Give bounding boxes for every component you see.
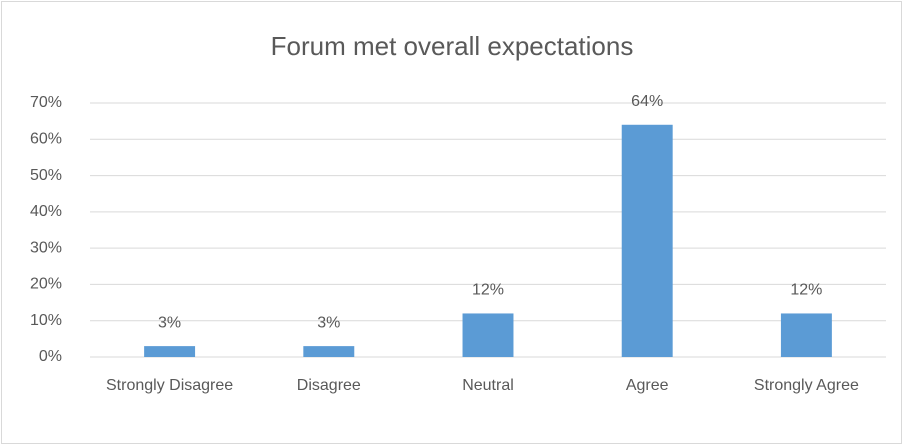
bar — [303, 346, 355, 357]
y-tick-label: 10% — [30, 312, 62, 329]
x-tick-label: Strongly Agree — [753, 377, 859, 394]
data-label: 12% — [790, 282, 822, 299]
x-tick-label: Agree — [625, 377, 669, 394]
bar — [621, 124, 673, 358]
data-label: 3% — [158, 314, 181, 331]
bar — [462, 313, 514, 357]
y-tick-label: 30% — [30, 239, 62, 256]
x-tick-label: Neutral — [462, 377, 514, 394]
y-tick-label: 40% — [30, 203, 62, 220]
x-tick-label: Disagree — [296, 377, 361, 394]
data-label: 12% — [472, 282, 504, 299]
data-label: 3% — [317, 314, 340, 331]
y-tick-label: 20% — [30, 276, 62, 293]
y-tick-label: 60% — [30, 131, 62, 148]
y-tick-label: 70% — [30, 94, 62, 111]
chart-title: Forum met overall expectations — [271, 31, 634, 61]
x-tick-label: Strongly Disagree — [106, 377, 234, 394]
y-tick-label: 50% — [30, 167, 62, 184]
bar — [780, 313, 832, 357]
bar — [144, 346, 196, 357]
y-tick-label: 0% — [39, 348, 62, 365]
data-label: 64% — [631, 93, 663, 110]
